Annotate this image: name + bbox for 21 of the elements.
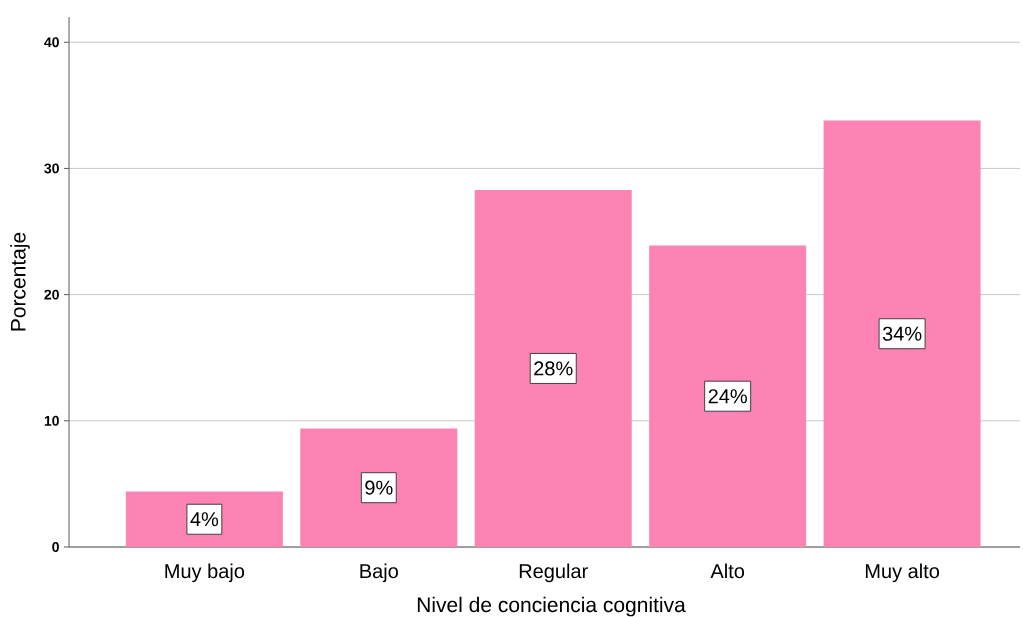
y-axis-title: Porcentaje [10, 232, 30, 331]
bar [649, 245, 807, 547]
y-tick-label: 10 [44, 415, 59, 426]
y-tick-label: 40 [44, 37, 59, 48]
x-tick-label: Alto [710, 563, 745, 579]
x-tick-label: Bajo [360, 563, 398, 583]
y-tick-label: 0 [52, 542, 59, 552]
x-tick-label: Regular [519, 563, 588, 583]
x-tick-label: Muy bajo [165, 563, 245, 583]
bar [823, 120, 981, 547]
y-tick-label: 20 [44, 289, 59, 300]
data-label: 28% [534, 361, 573, 376]
data-label: 4% [190, 512, 219, 527]
data-label: 9% [365, 480, 393, 495]
bar [300, 428, 458, 547]
x-axis-title: Nivel de conciencia cognitiva [417, 596, 686, 617]
x-tick-label: Muy alto [865, 563, 940, 583]
data-label: 34% [882, 326, 922, 341]
bar [474, 189, 632, 547]
data-label: 24% [708, 389, 747, 404]
y-tick-label: 30 [44, 163, 59, 174]
